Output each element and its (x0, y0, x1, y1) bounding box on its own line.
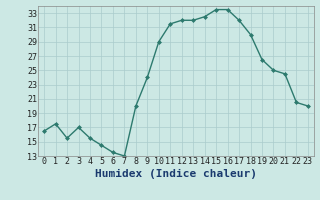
X-axis label: Humidex (Indice chaleur): Humidex (Indice chaleur) (95, 169, 257, 179)
